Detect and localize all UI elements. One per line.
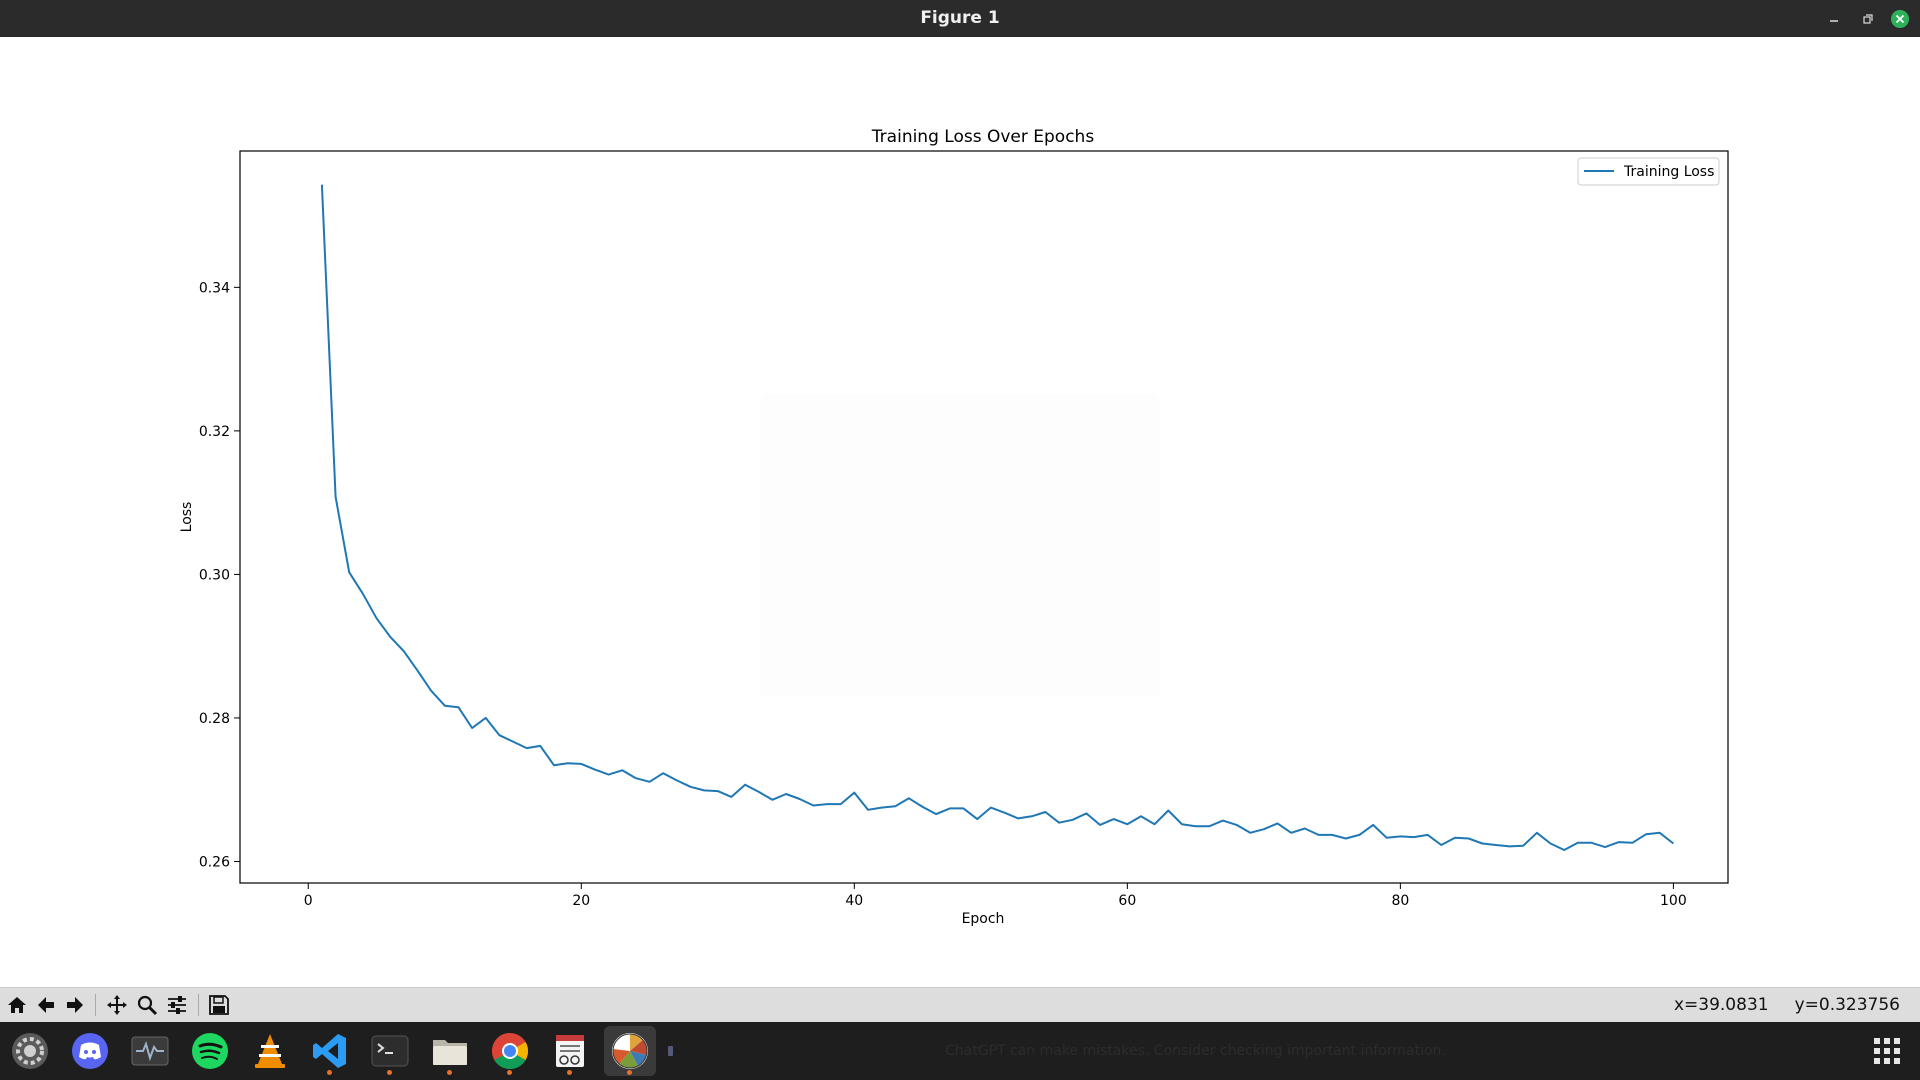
taskbar: ChatGPT can make mistakes. Consider chec…: [0, 1022, 1920, 1080]
running-indicator: [327, 1070, 332, 1075]
axes-frame: [239, 150, 1729, 884]
taskbar-app-files[interactable]: [424, 1026, 476, 1076]
app-grid-icon: [1874, 1038, 1900, 1064]
running-indicator: [387, 1070, 392, 1075]
restore-button[interactable]: [1858, 9, 1878, 29]
x-tick-label: 20: [572, 893, 590, 909]
x-tick-label: 80: [1391, 893, 1409, 909]
forward-button[interactable]: [62, 992, 88, 1018]
settings-icon: [12, 1033, 48, 1069]
taskbar-app-text-editor[interactable]: [544, 1026, 596, 1076]
taskbar-app-vlc[interactable]: [244, 1026, 296, 1076]
window-title: Figure 1: [920, 8, 1000, 28]
save-icon: [209, 995, 229, 1015]
taskbar-app-vscode[interactable]: [304, 1026, 356, 1076]
y-ticks: 0.26 0.28 0.30 0.32 0.34: [199, 280, 240, 870]
cursor-coordinates: x=39.0831 y=0.323756: [1648, 988, 1900, 1023]
configure-subplots-icon: [168, 996, 186, 1014]
taskbar-app-terminal[interactable]: [364, 1026, 416, 1076]
restore-icon: [1863, 14, 1873, 24]
taskbar-app-spotify[interactable]: [184, 1026, 236, 1076]
x-axis-label: Epoch: [962, 911, 1005, 927]
home-button[interactable]: [4, 992, 30, 1018]
zoom-button[interactable]: [134, 992, 160, 1018]
running-indicator: [627, 1070, 632, 1075]
background-notification-text: ChatGPT can make mistakes. Consider chec…: [945, 1043, 1446, 1059]
taskbar-app-matplotlib-figure[interactable]: [604, 1026, 656, 1076]
y-tick-label: 0.30: [199, 567, 230, 583]
y-tick-label: 0.26: [199, 854, 230, 870]
taskbar-app-settings[interactable]: [4, 1026, 56, 1076]
chart-title: Training Loss Over Epochs: [871, 127, 1095, 147]
configure-subplots-button[interactable]: [164, 992, 190, 1018]
minimize-button[interactable]: [1824, 9, 1844, 29]
app-grid-button[interactable]: [1872, 1036, 1902, 1066]
forward-arrow-icon: [67, 997, 83, 1013]
taskbar-app-chrome[interactable]: [484, 1026, 536, 1076]
chrome-icon: [491, 1033, 529, 1070]
vlc-icon: [255, 1034, 285, 1068]
loss-chart: Training Loss Over Epochs 0.260.280.300.…: [179, 127, 1729, 927]
y-tick-label: 0.28: [199, 711, 230, 727]
matplotlib-icon: [612, 1033, 648, 1069]
y-tick-label: 0.32: [199, 424, 230, 440]
files-icon: [433, 1040, 467, 1065]
spotify-icon: [192, 1033, 228, 1069]
home-icon: [8, 997, 26, 1013]
series-layer: [320, 184, 1675, 851]
plot-toolbar: x=39.0831 y=0.323756: [0, 987, 1920, 1023]
legend-series-label: Training Loss: [1623, 164, 1714, 180]
y-axis-label: Loss: [179, 502, 195, 533]
x-ticks: 0 20 40 60 80 100: [304, 883, 1687, 909]
series-line-training-loss: [320, 184, 1675, 851]
minimize-icon: [1830, 20, 1838, 22]
overflow-indicator: [668, 1046, 673, 1056]
window-title-bar: Figure 1: [0, 0, 1920, 37]
legend: Training Loss: [1577, 157, 1720, 186]
close-icon: [1891, 10, 1909, 28]
text-editor-icon: [556, 1035, 584, 1067]
cursor-x-readout: x=39.0831: [1673, 995, 1769, 1015]
y-tick-label: 0.34: [199, 280, 230, 296]
pan-icon: [107, 995, 127, 1015]
x-tick-label: 0: [304, 893, 313, 909]
toolbar-separator: [95, 994, 96, 1016]
figure-canvas[interactable]: Training Loss Over Epochs 0.26 0.28 0.30 0.…: [0, 37, 1920, 987]
taskbar-app-discord[interactable]: [64, 1026, 116, 1076]
running-indicator: [567, 1070, 572, 1075]
x-tick-label: 60: [1118, 893, 1136, 909]
taskbar-app-system-monitor[interactable]: [124, 1026, 176, 1076]
close-button[interactable]: [1890, 9, 1910, 29]
pan-button[interactable]: [104, 992, 130, 1018]
back-button[interactable]: [33, 992, 59, 1018]
toolbar-separator: [198, 994, 199, 1016]
faded-popup-overlay: [760, 394, 1160, 697]
zoom-icon: [137, 995, 158, 1016]
save-button[interactable]: [206, 992, 232, 1018]
legend-box: [1577, 157, 1720, 186]
discord-icon: [72, 1033, 108, 1069]
terminal-icon: [371, 1035, 409, 1067]
system-monitor-icon: [131, 1036, 169, 1066]
x-tick-label: 100: [1660, 893, 1687, 909]
cursor-y-readout: y=0.323756: [1794, 995, 1900, 1015]
back-arrow-icon: [38, 997, 54, 1013]
running-indicator: [507, 1070, 512, 1075]
x-tick-label: 40: [845, 893, 863, 909]
running-indicator: [447, 1070, 452, 1075]
vscode-icon: [313, 1034, 346, 1068]
